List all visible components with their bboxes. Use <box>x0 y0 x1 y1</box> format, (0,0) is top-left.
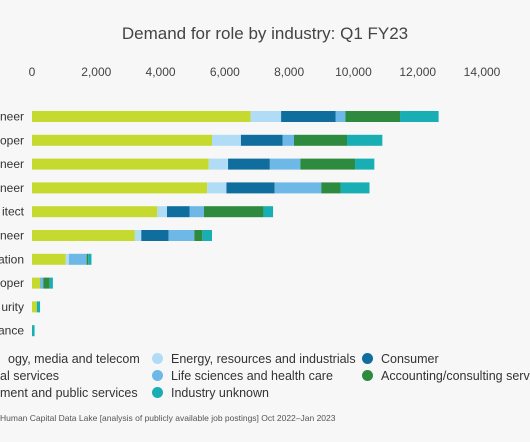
x-tick-label: 10,000 <box>335 65 372 79</box>
bar-segment <box>207 182 227 194</box>
legend-label: ment and public services <box>0 386 138 400</box>
category-label: neer <box>0 181 24 195</box>
legend-item-energy: Energy, resources and industrials <box>152 352 356 366</box>
bar-segment <box>32 111 251 122</box>
legend-swatch <box>152 370 163 381</box>
bar-segment <box>167 206 190 218</box>
bar-segment <box>300 158 356 170</box>
bar-segment <box>36 301 41 313</box>
category-label: oper <box>0 276 24 290</box>
x-tick-label: 14,000 <box>464 65 501 79</box>
bar-segment <box>208 158 229 170</box>
legend-label: Consumer <box>381 352 439 366</box>
bar-segment <box>347 134 383 146</box>
legend-label: Industry unknown <box>171 386 269 400</box>
chart-title: Demand for role by industry: Q1 FY23 <box>121 24 409 43</box>
category-label: ance <box>0 324 24 338</box>
legend-item-consumer: Consumer <box>362 352 439 366</box>
bar-segment <box>32 301 37 313</box>
bar-segment <box>203 206 264 218</box>
category-label: itect <box>2 205 25 219</box>
bar-segment <box>226 182 275 194</box>
bar-segment <box>212 134 241 146</box>
bar-segment <box>32 325 35 337</box>
bar-segment <box>355 158 375 170</box>
bar-segment <box>40 277 44 289</box>
source-note: Human Capital Data Lake [analysis of pub… <box>0 413 336 423</box>
bar-segment <box>43 277 50 289</box>
legend-label: Life sciences and health care <box>171 369 333 383</box>
bar-segment <box>293 134 347 146</box>
legend-label: Accounting/consulting servic <box>381 369 530 383</box>
bar-segment <box>202 230 212 241</box>
legend-item-tmt: ogy, media and telecom <box>0 352 140 366</box>
bar-segment <box>32 182 208 194</box>
bar-segment <box>32 253 66 265</box>
bar-segment <box>86 253 89 265</box>
bar-segment <box>189 206 204 218</box>
legend-label: ogy, media and telecom <box>8 352 140 366</box>
bar-segment <box>49 277 53 289</box>
bar-segment <box>340 182 370 194</box>
bar-segment <box>194 230 203 241</box>
category-label: neer <box>0 229 24 243</box>
bar-segment <box>134 230 142 241</box>
legend-item-unknown: Industry unknown <box>152 386 269 400</box>
legend-item-lshc: Life sciences and health care <box>152 369 333 383</box>
x-tick-label: 0 <box>29 65 36 79</box>
bar-segment <box>335 111 346 122</box>
category-label: neer <box>0 110 24 124</box>
legend-label: Energy, resources and industrials <box>171 352 356 366</box>
bar-segment <box>250 111 282 122</box>
bar-segment <box>32 158 209 170</box>
bar-segment <box>32 277 41 289</box>
category-label: urity <box>1 300 24 314</box>
bar-segment <box>228 158 270 170</box>
x-tick-label: 2,000 <box>81 65 111 79</box>
bar-segment <box>321 182 341 194</box>
category-label: ation <box>0 252 24 266</box>
bar-segment <box>88 253 92 265</box>
legend-swatch <box>362 353 373 364</box>
bar-segment <box>400 111 439 122</box>
bar-segment <box>32 230 135 241</box>
legend-swatch <box>362 370 373 381</box>
legend-label: al services <box>0 369 60 383</box>
bar-segment <box>168 230 195 241</box>
bar-segment <box>274 182 322 194</box>
bar-segment <box>281 111 336 122</box>
category-label: oper <box>0 133 24 147</box>
legend-item-government: ment and public services <box>0 386 138 400</box>
x-tick-label: 12,000 <box>399 65 436 79</box>
bar-segment <box>32 206 158 218</box>
x-tick-label: 4,000 <box>146 65 176 79</box>
x-tick-label: 6,000 <box>210 65 240 79</box>
bar-segment <box>32 134 212 146</box>
x-tick-label: 8,000 <box>274 65 304 79</box>
bar-segment <box>68 253 87 265</box>
bar-segment <box>141 230 169 241</box>
bar-segment <box>65 253 69 265</box>
bar-segment <box>263 206 274 218</box>
legend-swatch <box>152 353 163 364</box>
bar-segment <box>157 206 167 218</box>
bar-segment <box>240 134 283 146</box>
bar-segment <box>282 134 294 146</box>
bar-segment <box>345 111 401 122</box>
legend-item-accounting: Accounting/consulting servic <box>362 369 530 383</box>
category-label: neer <box>0 157 24 171</box>
legend-swatch <box>152 387 163 398</box>
legend-item-financial: al services <box>0 369 59 383</box>
bar-segment <box>269 158 301 170</box>
